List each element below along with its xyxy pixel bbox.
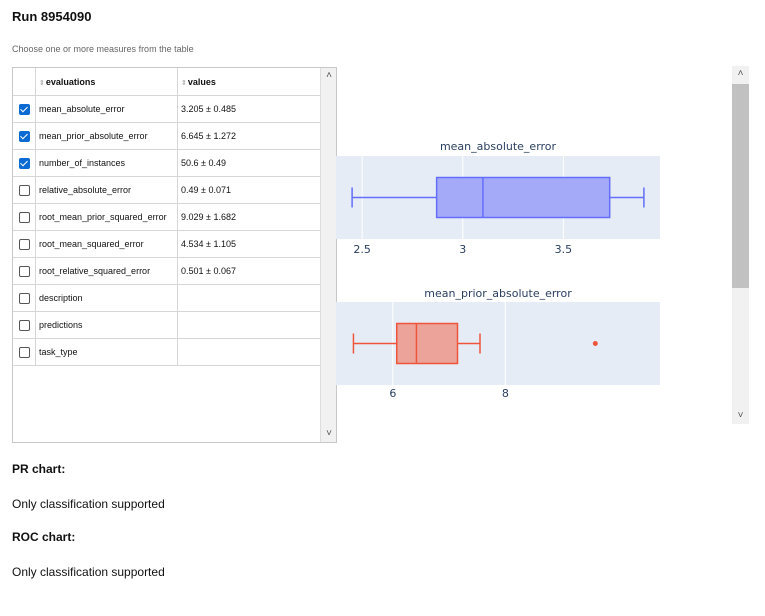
- evaluations-column-header[interactable]: ⇕evaluations: [35, 68, 178, 96]
- roc-chart-message: Only classification supported: [12, 565, 165, 579]
- measure-name: mean_absolute_error: [35, 95, 178, 123]
- measure-name: root_mean_prior_squared_error: [35, 203, 178, 231]
- measure-value: [177, 284, 321, 312]
- measure-checkbox[interactable]: [18, 292, 30, 304]
- scroll-down-icon[interactable]: ˅: [737, 410, 744, 421]
- scroll-up-icon[interactable]: ˄: [326, 70, 332, 81]
- checkbox-cell: [13, 122, 36, 150]
- scroll-up-icon[interactable]: ˄: [737, 68, 744, 79]
- pr-chart-label: PR chart:: [12, 462, 66, 476]
- checkbox-cell: [13, 338, 36, 366]
- roc-chart-label: ROC chart:: [12, 530, 76, 544]
- tick-label: 3.5: [555, 243, 573, 256]
- table-row[interactable]: root_mean_prior_squared_error 9.029 ± 1.6…: [13, 203, 321, 231]
- table-row[interactable]: root_mean_squared_error 4.534 ± 1.105: [13, 230, 321, 258]
- measure-name: mean_prior_absolute_error: [35, 122, 178, 150]
- sort-icon: ⇕: [181, 79, 187, 87]
- measure-checkbox[interactable]: [18, 265, 30, 277]
- table-row[interactable]: root_relative_squared_error 0.501 ± 0.067: [13, 257, 321, 285]
- measure-name: task_type: [35, 338, 178, 366]
- table-scrollbar[interactable]: ˄ ˅: [320, 68, 336, 442]
- measure-name: number_of_instances: [35, 149, 178, 177]
- checkbox-cell: [13, 230, 36, 258]
- measures-table-panel: ⇕evaluations ⇕values mean_absolute_error…: [12, 67, 337, 443]
- table-header-row: ⇕evaluations ⇕values: [13, 68, 321, 96]
- tick-label: 8: [502, 387, 509, 400]
- box-plot-charts: mean_absolute_error 2.5 3 3.5 mean_prior_abs…: [336, 140, 660, 400]
- table-row[interactable]: relative_absolute_error 0.49 ± 0.071: [13, 176, 321, 204]
- measure-value: 6.645 ± 1.272: [177, 122, 321, 150]
- checkbox-cell: [13, 257, 36, 285]
- measure-value: 0.501 ± 0.067: [177, 257, 321, 285]
- run-title: Run 8954090: [12, 9, 92, 24]
- checkbox-cell: [13, 95, 36, 123]
- outlier-point: [592, 341, 598, 346]
- table-row[interactable]: mean_prior_absolute_error 6.645 ± 1.272: [13, 122, 321, 150]
- table-row[interactable]: number_of_instances 50.6 ± 0.49: [13, 149, 321, 177]
- measure-checkbox[interactable]: [18, 103, 30, 115]
- measure-checkbox[interactable]: [18, 130, 30, 142]
- sort-icon: ⇕: [39, 79, 45, 87]
- measure-checkbox[interactable]: [18, 238, 30, 250]
- measure-value: 3.205 ± 0.485: [177, 95, 321, 123]
- chart-scrollbar-thumb[interactable]: [732, 84, 749, 288]
- measure-value: 0.49 ± 0.071: [177, 176, 321, 204]
- measure-checkbox[interactable]: [18, 184, 30, 196]
- tick-label: 2.5: [353, 243, 371, 256]
- checkbox-cell: [13, 284, 36, 312]
- pr-chart-message: Only classification supported: [12, 497, 165, 511]
- measure-name: description: [35, 284, 178, 312]
- measure-checkbox[interactable]: [18, 346, 30, 358]
- measures-table: ⇕evaluations ⇕values mean_absolute_error…: [13, 68, 321, 366]
- table-row[interactable]: task_type: [13, 338, 321, 366]
- measure-checkbox[interactable]: [18, 211, 30, 223]
- checkbox-cell: [13, 311, 36, 339]
- checkbox-cell: [13, 149, 36, 177]
- measure-checkbox[interactable]: [18, 157, 30, 169]
- measure-checkbox[interactable]: [18, 319, 30, 331]
- box-iqr: [396, 322, 459, 365]
- measure-name: root_mean_squared_error: [35, 230, 178, 258]
- box-iqr: [435, 176, 611, 219]
- measure-name: relative_absolute_error: [35, 176, 178, 204]
- values-column-header[interactable]: ⇕values: [177, 68, 321, 96]
- measure-value: 50.6 ± 0.49: [177, 149, 321, 177]
- table-hint: Choose one or more measures from the tab…: [12, 44, 194, 54]
- chart-title: mean_prior_absolute_error: [424, 287, 572, 300]
- table-row[interactable]: predictions: [13, 311, 321, 339]
- measure-name: root_relative_squared_error: [35, 257, 178, 285]
- tick-label: 6: [389, 387, 396, 400]
- table-row[interactable]: description: [13, 284, 321, 312]
- measure-value: [177, 311, 321, 339]
- checkbox-column-header: [13, 68, 36, 96]
- table-row[interactable]: mean_absolute_error 3.205 ± 0.485: [13, 95, 321, 123]
- checkbox-cell: [13, 176, 36, 204]
- measure-name: predictions: [35, 311, 178, 339]
- measure-value: [177, 338, 321, 366]
- scroll-down-icon[interactable]: ˅: [326, 428, 332, 439]
- tick-label: 3: [459, 243, 466, 256]
- chart-title: mean_absolute_error: [440, 140, 557, 153]
- chart-scrollbar[interactable]: ˄ ˅: [732, 66, 749, 424]
- checkbox-cell: [13, 203, 36, 231]
- measure-value: 4.534 ± 1.105: [177, 230, 321, 258]
- measure-value: 9.029 ± 1.682: [177, 203, 321, 231]
